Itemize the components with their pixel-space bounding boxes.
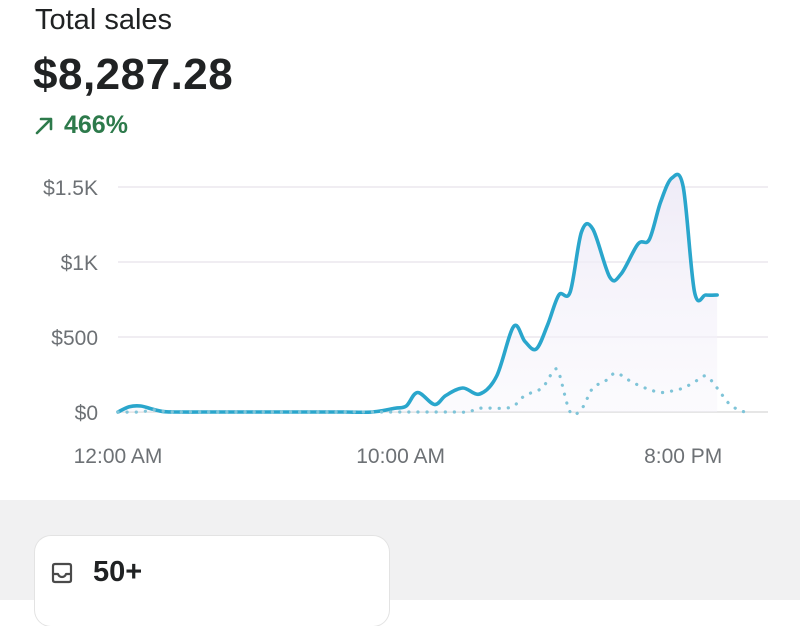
series-line-current: [116, 172, 719, 415]
arrow-up-right-icon: [35, 117, 53, 134]
inbox-icon: [49, 560, 75, 591]
series-line-comparison: [116, 367, 750, 417]
y-tick-label: $1.5K: [43, 177, 98, 200]
total-amount: $8,287.28: [33, 50, 234, 99]
sales-chart-svg: $0 $500 $1K $1.5K 12:00 AM 10:00 AM 8:00 PM: [43, 172, 768, 468]
x-tick-label: 12:00 AM: [74, 445, 163, 468]
y-tick-label: $1K: [61, 252, 98, 275]
change-percent: 466%: [64, 111, 128, 139]
total-sales-card: Total sales $8,287.28 466% $0 $500 $1K $1.5…: [0, 4, 800, 480]
summary-value: 50+: [93, 556, 143, 588]
series-area: [118, 174, 718, 413]
y-tick-label: $500: [51, 327, 98, 350]
orders-summary-card[interactable]: 50+: [35, 536, 389, 626]
sales-chart: $0 $500 $1K $1.5K 12:00 AM 10:00 AM 8:00 PM: [0, 150, 800, 480]
card-title: Total sales: [35, 4, 173, 36]
x-tick-label: 10:00 AM: [356, 445, 445, 468]
y-tick-label: $0: [75, 402, 98, 425]
change-indicator: 466%: [33, 111, 128, 140]
x-tick-label: 8:00 PM: [644, 445, 722, 468]
